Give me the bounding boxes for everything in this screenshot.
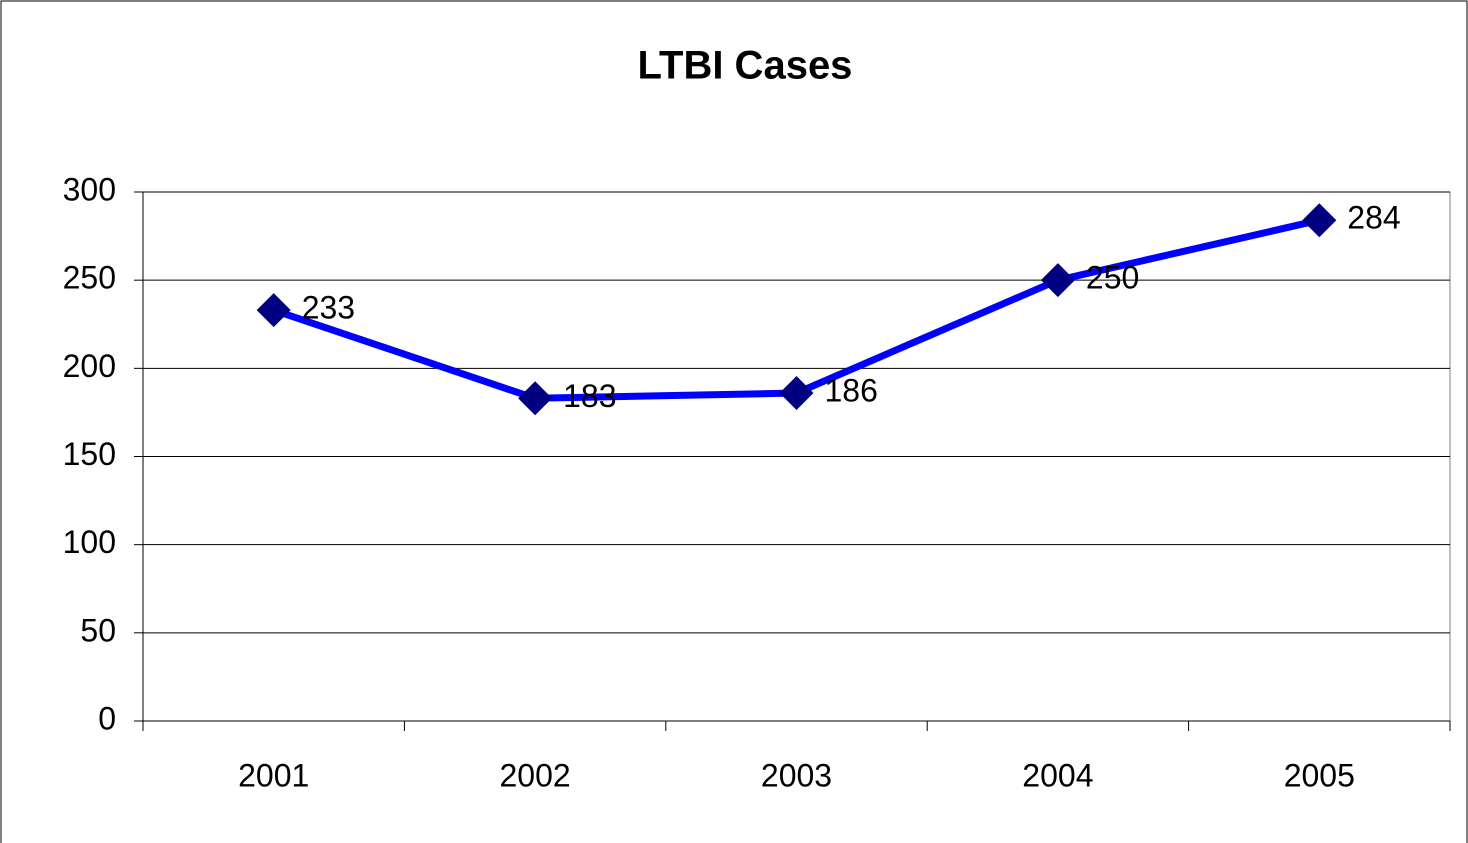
data-label: 284 xyxy=(1347,200,1400,236)
marker xyxy=(779,376,814,411)
y-tick-label: 50 xyxy=(80,612,116,648)
data-label: 186 xyxy=(825,372,878,408)
data-label: 233 xyxy=(302,290,355,326)
y-tick-label: 200 xyxy=(63,348,116,384)
y-tick-label: 0 xyxy=(98,700,116,736)
x-tick-label: 2001 xyxy=(238,757,309,793)
y-tick-label: 100 xyxy=(63,524,116,560)
x-tick-label: 2005 xyxy=(1284,757,1355,793)
y-tick-label: 250 xyxy=(63,260,116,296)
data-label: 183 xyxy=(563,378,616,414)
marker xyxy=(1040,263,1075,298)
x-tick-label: 2003 xyxy=(761,757,832,793)
data-label: 250 xyxy=(1086,260,1139,296)
marker xyxy=(1302,203,1337,238)
y-tick-label: 300 xyxy=(63,171,116,207)
chart-title: LTBI Cases xyxy=(638,44,853,88)
y-tick-label: 150 xyxy=(63,436,116,472)
marker xyxy=(518,381,553,416)
marker xyxy=(256,293,291,328)
x-tick-label: 2002 xyxy=(500,757,571,793)
x-tick-label: 2004 xyxy=(1022,757,1093,793)
